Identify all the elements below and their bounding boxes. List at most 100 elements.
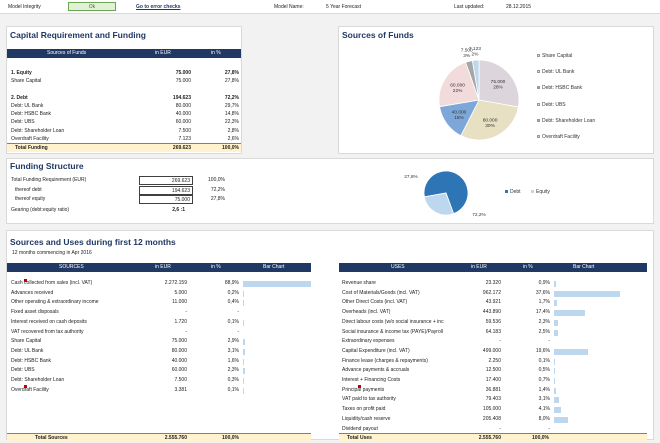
gearing-row: Gearing (debt:equity ratio) 2,6 :1 xyxy=(11,206,251,216)
uses-bar xyxy=(554,387,557,394)
sources-uses-subtitle: 12 months commencing in Apr 2016 xyxy=(12,250,92,256)
sources-row-pct: - xyxy=(237,309,239,316)
legend-swatch xyxy=(537,118,540,122)
comment-marker xyxy=(24,279,27,282)
sources-pie-panel: Sources of Funds 75.000 28% 80.000 30% 40.00… xyxy=(338,26,654,154)
funding-row-pct: 72,2% xyxy=(210,186,225,193)
uses-row-eur: 36.881 xyxy=(485,386,501,393)
sources-row-pct: 1,6% xyxy=(227,357,239,364)
uses-bar xyxy=(554,368,555,375)
uses-row-eur: 64.183 xyxy=(485,328,501,335)
uses-row-pct: 3,1% xyxy=(538,396,550,403)
col-in-eur: in EUR xyxy=(155,50,171,56)
capital-row-eur: 80.000 xyxy=(175,103,191,109)
capital-row-eur: 75.000 xyxy=(175,70,191,77)
col-sources-bar: Bar Chart xyxy=(263,264,285,270)
legend-swatch xyxy=(505,190,508,193)
uses-bar xyxy=(554,348,589,355)
legend-swatch xyxy=(537,86,540,90)
uses-row-pct: 1,4% xyxy=(538,386,550,393)
gearing-value: 2,6 :1 xyxy=(172,207,185,213)
sources-total-pct: 100,0% xyxy=(222,435,239,441)
last-updated-value: 28.12.2015 xyxy=(506,4,532,10)
legend-item: Debt: UBS xyxy=(537,102,566,108)
sources-row-pct: 0,2% xyxy=(227,289,239,296)
funding-row-label: thereof equity xyxy=(15,196,46,203)
pie-slice xyxy=(438,61,480,108)
uses-bar xyxy=(554,397,560,404)
uses-row-label: Extraordinary expenses xyxy=(342,338,395,345)
capital-row-pct: 29,7% xyxy=(224,103,239,109)
uses-row: Capital Expenditure (incl. VAT) 499.000 19… xyxy=(342,347,648,357)
uses-row-eur: 23.320 xyxy=(485,280,501,286)
pie-slice xyxy=(471,59,480,101)
funding-row-label: thereof debt xyxy=(15,186,42,193)
capital-row: 2. Debt 194.623 72,2% xyxy=(11,94,239,102)
sources-row-pct: 0,1% xyxy=(227,318,239,325)
uses-row-eur: 43.921 xyxy=(485,299,501,306)
sources-row: Cash collected from sales (incl. VAT) 2.2… xyxy=(11,279,311,289)
funding-title: Funding Structure xyxy=(10,161,84,171)
col-uses: USES xyxy=(391,264,405,270)
sources-row-eur: 60.000 xyxy=(171,367,187,374)
uses-row-pct: 8,0% xyxy=(538,415,550,422)
legend-swatch xyxy=(537,54,540,57)
structure-pie-chart: 72,2% 27,8% xyxy=(404,170,487,218)
legend-label: Debt: UBS xyxy=(542,101,566,108)
uses-bar xyxy=(554,407,562,414)
model-integrity-label: Model Integrity xyxy=(8,4,41,10)
uses-row-label: Finance lease (charges & repayments) xyxy=(342,357,428,364)
error-checks-link[interactable]: Go to error checks xyxy=(136,4,181,10)
uses-row-pct: - xyxy=(548,338,550,345)
sources-row-eur: 5.000 xyxy=(174,289,187,296)
sources-row-pct: 2,9% xyxy=(227,338,239,345)
sources-total-eur: 2.555.760 xyxy=(164,435,187,441)
capital-row: Debt: HSBC Bank 40.000 14,8% xyxy=(11,110,239,118)
pie-slice xyxy=(423,192,455,216)
pie-data-label: 22% xyxy=(453,88,463,94)
uses-row-pct: 0,1% xyxy=(538,357,550,364)
sources-row-eur: 11.000 xyxy=(172,299,187,306)
sources-row: Debt: UBS 60.000 2,3% xyxy=(11,366,311,376)
sources-row-eur: 80.000 xyxy=(171,347,187,354)
sources-row: Advances received 5.000 0,2% xyxy=(11,289,311,299)
pie-data-label: 2% xyxy=(471,52,479,58)
uses-row-pct: 0,5% xyxy=(538,367,550,374)
legend-item: Overdraft Facility xyxy=(537,134,580,140)
sources-row-label: Debt: HSBC Bank xyxy=(11,357,52,364)
pie-data-label: 27,8% xyxy=(404,174,418,180)
uses-row-eur: 443.890 xyxy=(482,309,501,316)
sources-total-label: Total Sources xyxy=(35,435,68,441)
capital-row-label: Share Capital xyxy=(11,78,42,85)
capital-row-pct: 22,3% xyxy=(224,119,239,126)
uses-bar xyxy=(554,290,621,297)
capital-row-label: 2. Debt xyxy=(11,94,28,101)
uses-row-eur: 59.536 xyxy=(485,318,501,325)
sources-table-header: SOURCES in EUR in % Bar Chart xyxy=(7,263,311,272)
uses-total-row: Total Uses 2.555.760 100,0% xyxy=(339,433,647,442)
capital-row: 1. Equity 75.000 27,8% xyxy=(11,69,239,77)
capital-row-label: Debt: UL Bank xyxy=(11,103,44,109)
capital-panel: Capital Requirement and Funding Sources … xyxy=(6,26,242,154)
uses-bar xyxy=(554,358,555,365)
uses-row-eur: 79.403 xyxy=(485,396,501,403)
legend-label: Overdraft Facility xyxy=(542,134,580,140)
legend-item: Debt: Shareholder Loan xyxy=(537,118,595,124)
uses-row-eur: 499.000 xyxy=(482,347,501,354)
pie-data-label: 30% xyxy=(485,123,495,129)
uses-row-label: Principal payments xyxy=(342,386,385,393)
uses-total-pct: 100,0% xyxy=(532,435,549,441)
col-sources-pct: in % xyxy=(211,264,221,270)
sources-row-eur: 7.500 xyxy=(174,377,187,383)
legend-swatch xyxy=(537,135,540,138)
uses-row: Cost of Materials/Goods (incl. VAT) 962.1… xyxy=(342,289,648,299)
sources-bar xyxy=(243,348,246,355)
capital-row xyxy=(11,61,237,69)
uses-row-pct: 2,5% xyxy=(538,328,550,335)
capital-table-header: Sources of Funds in EUR in % xyxy=(7,49,241,58)
col-sources-eur: in EUR xyxy=(155,264,171,270)
legend-swatch xyxy=(531,190,534,193)
sources-row-eur: 40.000 xyxy=(171,357,187,364)
sources-row: Debt: HSBC Bank 40.000 1,6% xyxy=(11,357,311,367)
